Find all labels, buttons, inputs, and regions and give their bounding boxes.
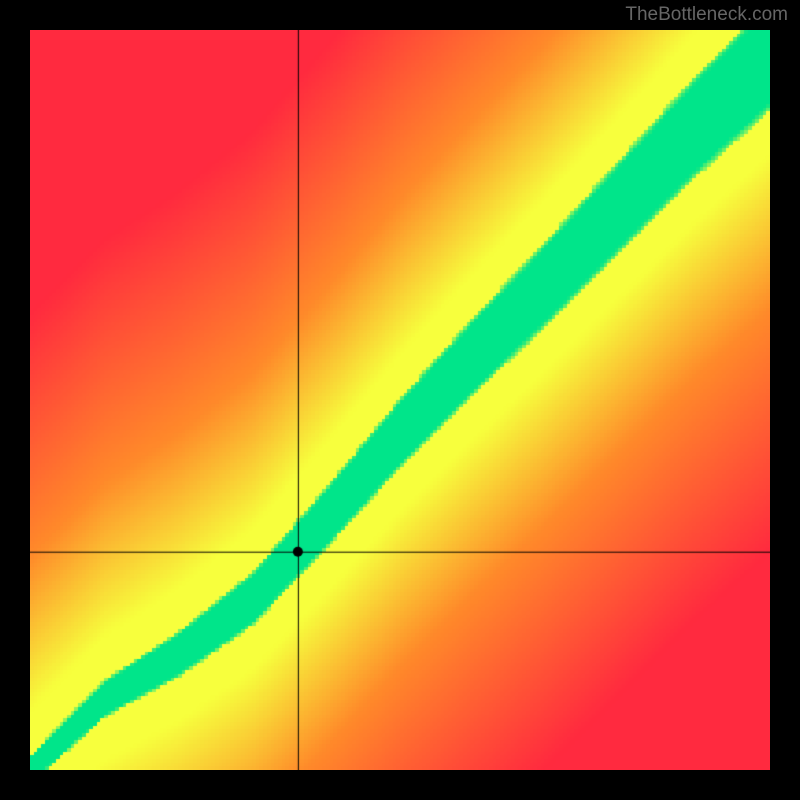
watermark-text: TheBottleneck.com — [625, 4, 788, 26]
heatmap-plot — [30, 30, 770, 770]
heatmap-canvas — [30, 30, 770, 770]
